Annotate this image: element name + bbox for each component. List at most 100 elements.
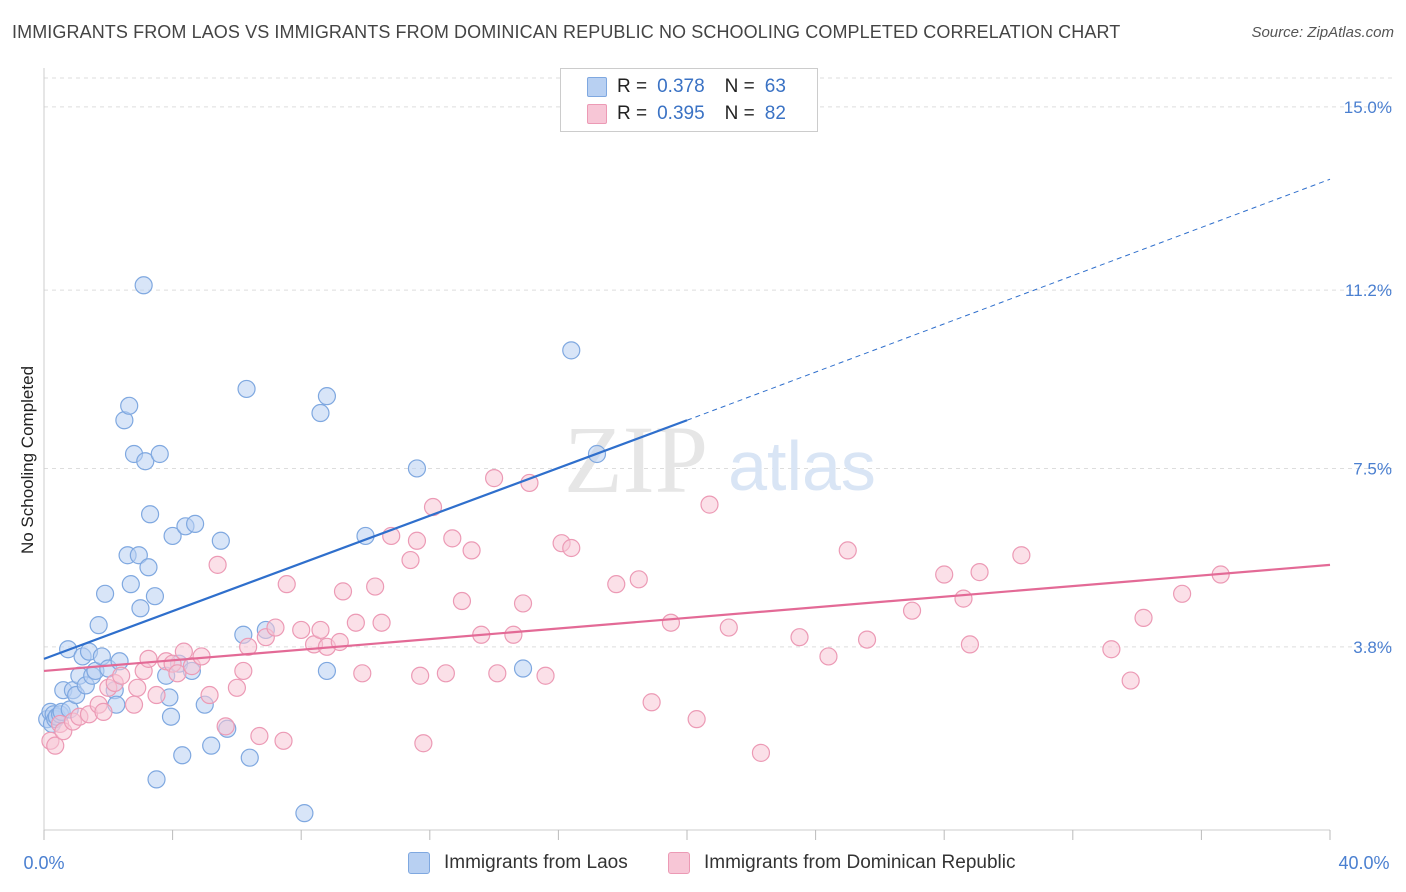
dominican-point: [1012, 546, 1031, 565]
dominican-point: [1134, 608, 1153, 627]
dominican-point: [1121, 671, 1140, 690]
legend: R = 0.378 N = 63 R = 0.395 N = 82: [560, 68, 818, 132]
dominican-point: [234, 661, 253, 681]
points-layer: [38, 276, 1230, 823]
series-legend-label: Immigrants from Dominican Republic: [704, 852, 1016, 873]
dominican-point: [208, 555, 227, 574]
laos-point: [150, 444, 169, 464]
series-legend-dominican: Immigrants from Dominican Republic: [668, 852, 1016, 874]
dominican-point: [452, 591, 472, 611]
dominican-point: [462, 541, 481, 560]
legend-row-dominican: R = 0.395 N = 82: [587, 102, 786, 126]
series-swatch-dominican: [668, 852, 690, 874]
dominican-point: [168, 664, 187, 683]
laos-point: [407, 459, 427, 478]
dominican-point: [407, 531, 427, 550]
dominican-point: [239, 637, 258, 656]
dominican-point: [935, 565, 954, 584]
dominican-trend-line: [43, 563, 1331, 673]
laos-point: [186, 514, 205, 533]
laos-point: [240, 748, 259, 767]
legend-r-label: R =: [617, 103, 648, 124]
dominican-point: [819, 647, 838, 666]
legend-n-label: N =: [724, 76, 755, 97]
dominican-point: [414, 734, 433, 753]
dominican-point: [139, 649, 158, 668]
dominican-point: [687, 710, 706, 729]
trend-layer: [43, 178, 1331, 673]
dominican-point: [372, 613, 391, 632]
dominican-point: [513, 594, 533, 613]
dominican-point: [274, 731, 293, 750]
laos-point: [163, 526, 182, 546]
dominican-point: [642, 693, 661, 712]
laos-point: [136, 452, 155, 471]
laos-point: [211, 531, 230, 550]
dominican-point: [124, 695, 144, 714]
legend-row-laos: R = 0.378 N = 63: [587, 75, 786, 99]
dominican-point: [629, 570, 648, 589]
laos-trend-line: [43, 419, 688, 660]
dominican-point: [700, 495, 719, 514]
x-tick-label: 0.0%: [23, 853, 64, 873]
y-tick-label: 3.8%: [1353, 638, 1392, 657]
series-legend-laos: Immigrants from Laos: [408, 852, 628, 874]
laos-point: [161, 707, 181, 726]
dominican-point: [562, 538, 581, 558]
series-swatch-laos: [408, 852, 430, 874]
dominican-point: [147, 685, 166, 705]
laos-point: [140, 505, 160, 524]
dominican-point: [277, 575, 296, 594]
dominican-point: [960, 635, 980, 654]
legend-swatch-dominican: [587, 104, 607, 124]
dominican-point: [366, 577, 385, 596]
laos-point: [139, 558, 158, 577]
dominican-point: [292, 620, 311, 640]
dominican-point: [751, 743, 771, 762]
laos-point: [295, 804, 314, 823]
dominican-point: [216, 717, 235, 736]
dominican-point: [128, 678, 147, 697]
watermark-zip: ZIP: [564, 406, 708, 513]
dominican-point: [1173, 584, 1192, 603]
watermark: ZIP atlas: [564, 406, 876, 513]
dominican-point: [46, 736, 65, 755]
dominican-point: [266, 618, 285, 637]
y-tick-label: 7.5%: [1353, 459, 1392, 478]
laos-point: [311, 403, 330, 423]
laos-point: [317, 661, 337, 681]
dominican-point: [311, 620, 330, 640]
dominican-point: [94, 702, 113, 721]
dominican-point: [504, 625, 523, 644]
dominican-point: [607, 575, 626, 594]
dominican-point: [436, 664, 455, 683]
laos-point: [129, 546, 148, 565]
dominican-point: [488, 664, 507, 683]
laos-point: [131, 599, 150, 618]
axis-layer: [43, 68, 1331, 840]
dominican-point: [719, 618, 738, 637]
y-tick-label: 11.2%: [1345, 281, 1392, 300]
dominican-point: [857, 630, 877, 649]
legend-r-value: 0.395: [657, 103, 705, 124]
dominican-point: [902, 601, 922, 620]
laos-point: [513, 659, 533, 678]
laos-point: [121, 575, 140, 594]
dominican-point: [790, 628, 809, 647]
chart-title: IMMIGRANTS FROM LAOS VS IMMIGRANTS FROM …: [12, 22, 1121, 42]
dominican-point: [1102, 640, 1121, 659]
legend-swatch-laos: [587, 77, 607, 97]
source-label: Source: ZipAtlas.com: [1251, 24, 1394, 41]
dominican-point: [401, 550, 420, 570]
laos-point: [237, 379, 256, 399]
laos-point: [95, 584, 115, 603]
legend-n-value: 63: [764, 76, 786, 97]
dominican-point: [333, 582, 353, 601]
dominican-point: [970, 563, 989, 582]
legend-r-label: R =: [617, 76, 648, 97]
laos-point: [120, 396, 139, 415]
laos-point: [147, 770, 166, 789]
laos-trend-extension: [686, 178, 1331, 421]
dominican-point: [443, 529, 462, 548]
